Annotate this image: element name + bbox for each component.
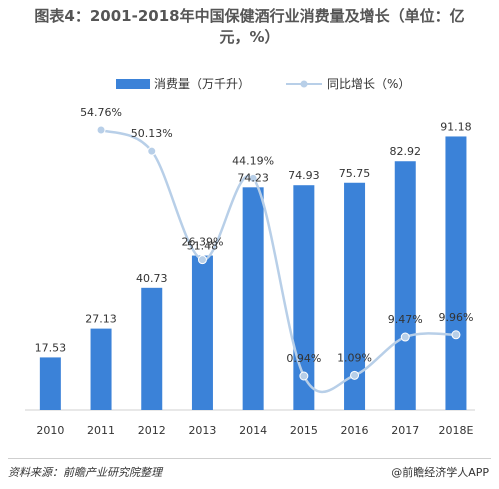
footer-divider [8,458,491,459]
growth-point-2012 [147,146,157,156]
x-tick-2014: 2014 [239,424,267,437]
legend-bar-label: 消费量（万千升） [154,77,250,91]
bar-label-2017: 82.92 [390,145,422,158]
chart-title: 图表4：2001-2018年中国保健酒行业消费量及增长（单位：亿 元，%） [0,6,499,48]
growth-label-2015: 0.94% [286,352,321,365]
x-tick-2015: 2015 [290,424,318,437]
growth-point-2017 [400,332,410,342]
legend: 消费量（万千升） 同比增长（%） [116,77,410,91]
growth-label-2011: 54.76% [80,106,122,119]
bar-label-2018E: 91.18 [440,120,472,133]
bar-label-2010: 17.53 [35,341,67,354]
chart-title-line1: 图表4：2001-2018年中国保健酒行业消费量及增长（单位：亿 [34,7,465,25]
bar-label-2016: 75.75 [339,167,371,180]
bar-2010 [39,357,61,410]
growth-point-2018E [451,330,461,340]
bar-label-2013: 51.48 [187,240,219,253]
growth-label-2014: 44.19% [232,154,274,167]
bar-2016 [344,182,366,410]
bar-2017 [394,161,416,410]
bar-label-2015: 74.93 [288,169,320,182]
growth-label-2018E: 9.96% [438,311,473,324]
growth-point-2015 [299,371,309,381]
source-note: 资料来源：前瞻产业研究院整理 [8,466,162,479]
x-tick-2010: 2010 [36,424,64,437]
bar-2012 [141,287,163,410]
x-tick-2013: 2013 [188,424,216,437]
brand-credit: @前瞻经济学人APP [391,466,489,479]
legend-line-label: 同比增长（%） [327,77,410,91]
growth-label-2013: 26.39% [181,236,223,249]
legend-line-marker [300,80,308,88]
bar-label-2011: 27.13 [85,313,117,326]
bar-label-2012: 40.73 [136,272,168,285]
growth-label-2016: 1.09% [337,351,372,364]
x-tick-2011: 2011 [87,424,115,437]
growth-label-2017: 9.47% [388,313,423,326]
growth-label-2012: 50.13% [131,127,173,140]
bar-2015 [293,185,315,410]
bar-2018E [445,136,467,410]
growth-point-2014 [248,173,258,183]
growth-point-2011 [96,125,106,135]
growth-point-2013 [197,255,207,265]
bar-2014 [242,187,264,410]
x-tick-2018E: 2018E [438,424,473,437]
chart-title-line2: 元，%） [219,28,280,46]
growth-point-2016 [350,370,360,380]
bar-label-2014: 74.23 [237,171,269,184]
x-tick-2016: 2016 [341,424,369,437]
legend-bar-swatch [116,79,150,89]
bar-2011 [90,328,112,410]
growth-line [100,128,457,394]
x-tick-2017: 2017 [391,424,419,437]
bar-2013 [191,255,213,410]
x-tick-2012: 2012 [138,424,166,437]
